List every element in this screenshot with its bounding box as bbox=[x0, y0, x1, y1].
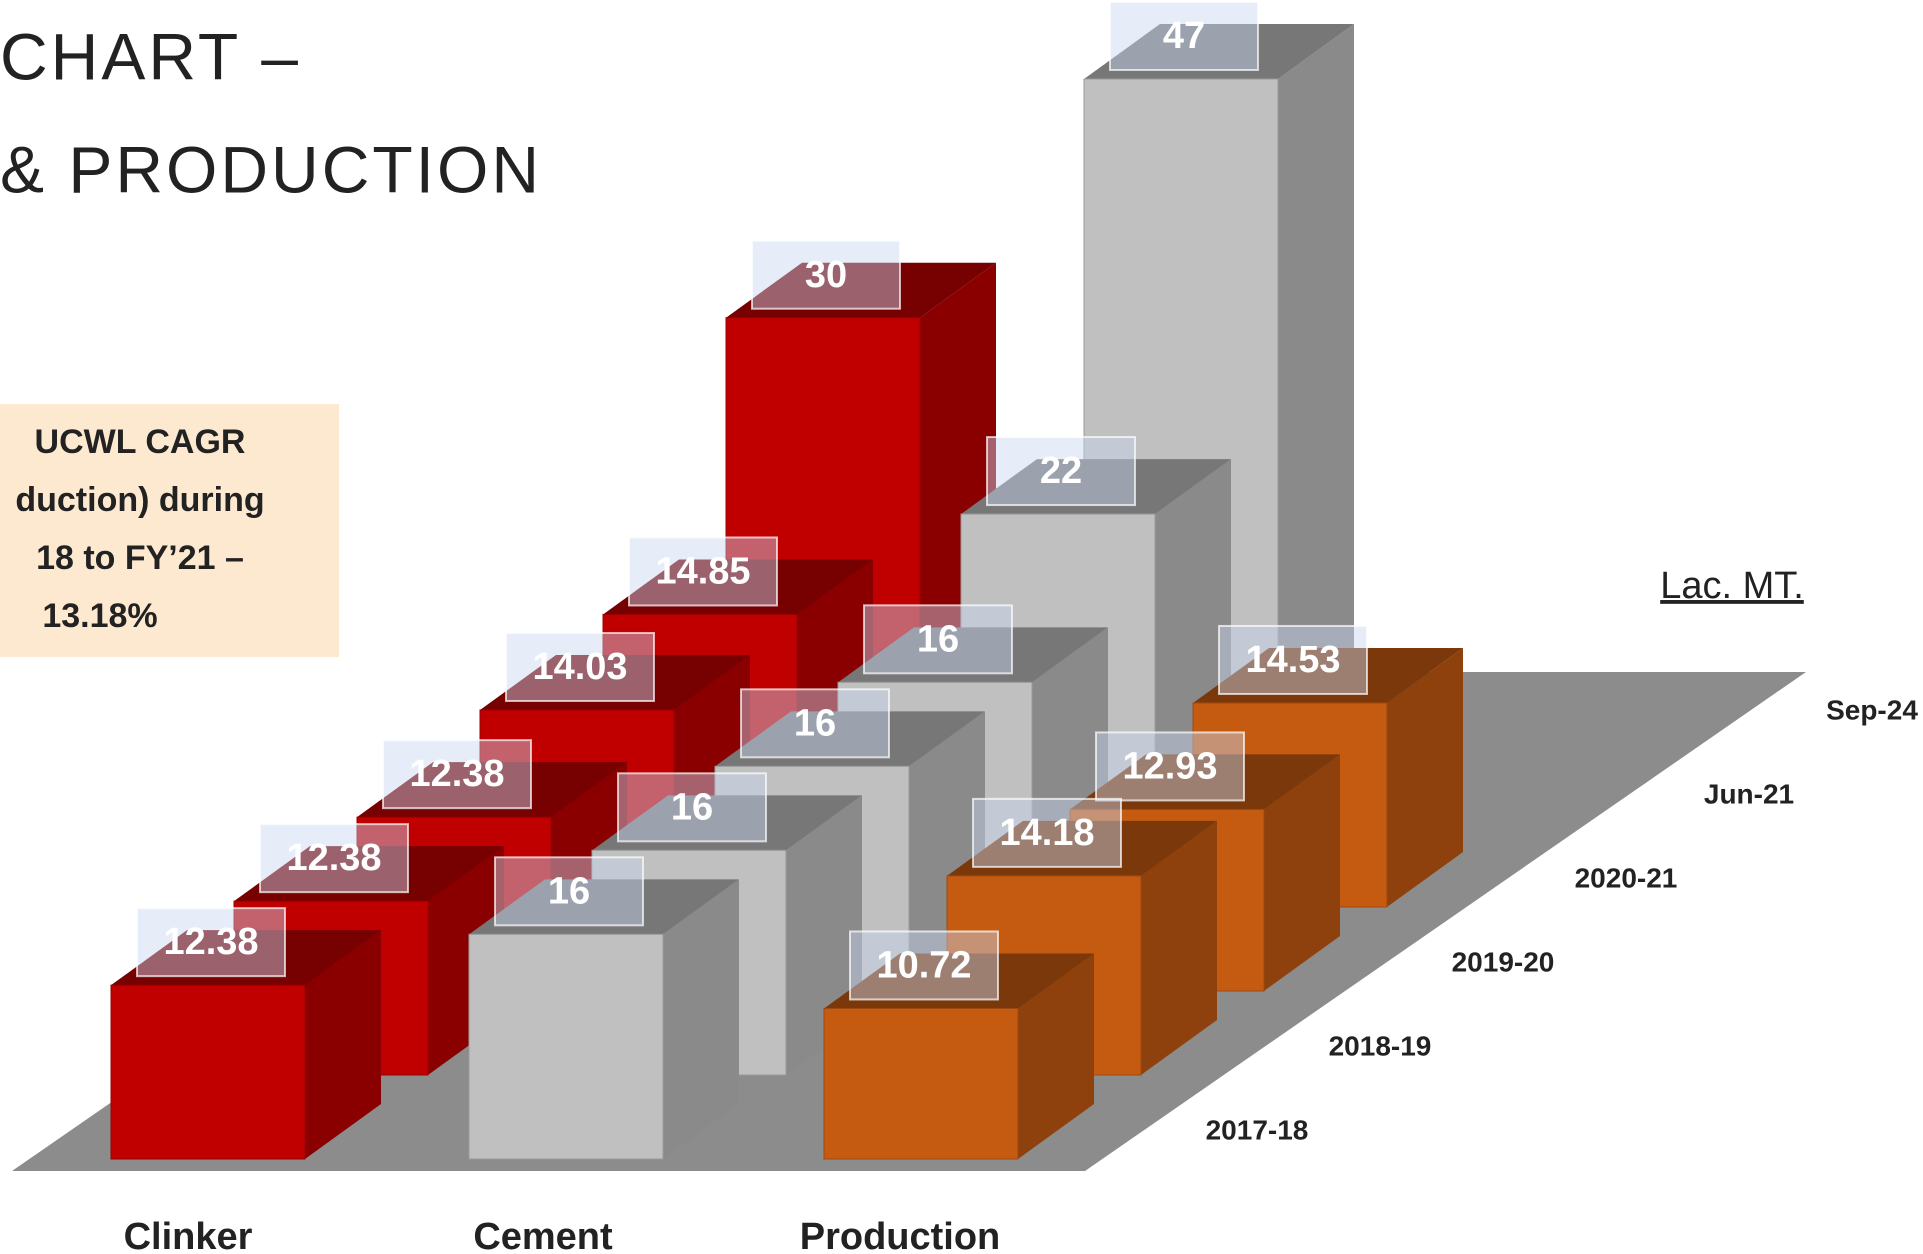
bar-top bbox=[824, 953, 1094, 1009]
callout-box bbox=[0, 404, 339, 657]
value-label-box bbox=[986, 436, 1136, 507]
value-label-box bbox=[972, 797, 1122, 868]
value-label-box bbox=[505, 631, 655, 702]
series-label: Production bbox=[800, 1216, 1001, 1254]
series-label: Clinker bbox=[124, 1216, 253, 1254]
bar-top bbox=[469, 879, 739, 935]
value-label-box bbox=[863, 604, 1013, 675]
value-label: 47 bbox=[1163, 15, 1205, 57]
bar-top bbox=[111, 930, 381, 986]
bar-top bbox=[1070, 754, 1340, 810]
value-label: 14.03 bbox=[532, 646, 627, 688]
bar-front bbox=[823, 1007, 1019, 1160]
callout-line: 13.18% bbox=[42, 597, 157, 635]
bars: 30 47 14.85 22 14.03 16 14.53 12.38 16 12.93 12.38… bbox=[110, 1, 1463, 1160]
bar-side bbox=[305, 930, 381, 1159]
value-label: 12.38 bbox=[409, 753, 504, 795]
category-label: 2017-18 bbox=[1206, 1114, 1309, 1145]
category-label: Jun-21 bbox=[1704, 778, 1794, 809]
value-label: 30 bbox=[805, 254, 847, 296]
bar: 14.18 bbox=[946, 797, 1217, 1076]
value-label: 14.18 bbox=[999, 812, 1094, 854]
value-label: 12.93 bbox=[1122, 745, 1217, 787]
bar-top bbox=[1084, 24, 1354, 79]
category-label: 2019-20 bbox=[1452, 946, 1555, 977]
value-label-box bbox=[628, 536, 778, 607]
bar-top bbox=[592, 795, 862, 851]
bar-top bbox=[715, 711, 985, 767]
value-label-box bbox=[382, 739, 532, 810]
value-label: 16 bbox=[548, 870, 590, 912]
title-line: & PRODUCTION bbox=[0, 132, 542, 206]
value-label-box bbox=[1218, 624, 1368, 695]
category-label: Sep-24 bbox=[1826, 694, 1918, 725]
callout-line: duction) during bbox=[15, 481, 264, 519]
bar: 10.72 bbox=[823, 930, 1094, 1160]
bar-front bbox=[468, 933, 664, 1160]
bar-side bbox=[1278, 24, 1354, 739]
bar-top bbox=[603, 559, 873, 615]
value-label-box bbox=[494, 856, 644, 927]
bar-top bbox=[961, 459, 1231, 515]
bar-top bbox=[357, 762, 627, 818]
value-label: 12.38 bbox=[286, 837, 381, 879]
bar-side bbox=[663, 879, 739, 1159]
value-label-box bbox=[1095, 731, 1245, 802]
value-label: 16 bbox=[794, 702, 836, 744]
title-line: CHART – bbox=[0, 19, 301, 93]
callout-line: 18 to FY’21 – bbox=[36, 539, 244, 577]
value-label-box bbox=[136, 907, 286, 978]
series-label: Cement bbox=[473, 1216, 613, 1254]
callout-line: UCWL CAGR bbox=[35, 423, 246, 461]
bar-top bbox=[947, 820, 1217, 876]
value-label: 16 bbox=[671, 786, 713, 828]
category-label: 2020-21 bbox=[1575, 862, 1678, 893]
value-label-box bbox=[740, 688, 890, 759]
bar-side bbox=[1264, 754, 1340, 991]
bar-side bbox=[1141, 820, 1217, 1075]
value-label-box bbox=[751, 239, 901, 310]
category-label: 2018-19 bbox=[1329, 1030, 1432, 1061]
value-label: 10.72 bbox=[876, 944, 971, 986]
value-label-box bbox=[1109, 1, 1259, 71]
bar-top bbox=[1193, 647, 1463, 703]
value-label-box bbox=[849, 930, 999, 1001]
bar-side bbox=[1387, 647, 1463, 907]
bar-front bbox=[110, 984, 306, 1160]
value-label: 22 bbox=[1040, 450, 1082, 492]
bar-top bbox=[480, 654, 750, 710]
value-label: 12.38 bbox=[163, 921, 258, 963]
value-label-box bbox=[259, 823, 409, 894]
value-label-box bbox=[617, 772, 767, 843]
value-label: 16 bbox=[917, 618, 959, 660]
bar-top bbox=[838, 627, 1108, 683]
bar: 12.38 bbox=[110, 907, 381, 1160]
bar-top bbox=[726, 262, 996, 318]
bar-top bbox=[234, 846, 504, 902]
value-label: 14.85 bbox=[655, 550, 750, 592]
bar-side bbox=[1018, 953, 1094, 1159]
bar: 16 bbox=[468, 856, 739, 1160]
value-label: 14.53 bbox=[1245, 639, 1340, 681]
unit-label: Lac. MT. bbox=[1660, 565, 1804, 607]
